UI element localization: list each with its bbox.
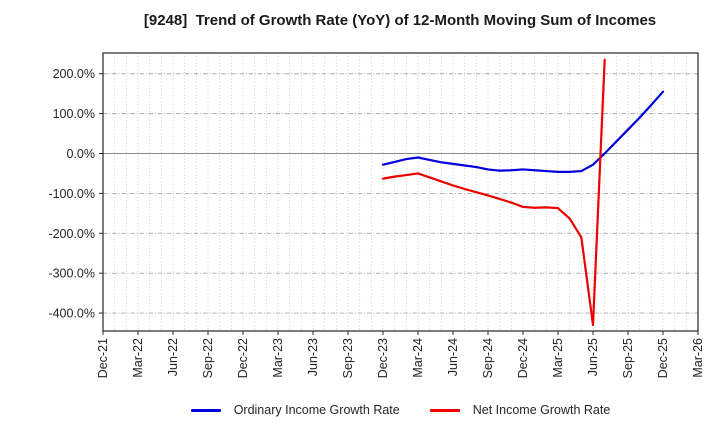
x-tick-label: Dec-23: [376, 338, 390, 378]
y-tick-label: 100.0%: [53, 107, 95, 121]
legend-item-net-income: Net Income Growth Rate: [429, 403, 611, 417]
x-tick-label: Dec-24: [516, 338, 530, 378]
y-tick-label: 0.0%: [67, 147, 96, 161]
ordinary-income-line-swatch-icon: [190, 408, 221, 412]
y-tick-label: -300.0%: [48, 267, 95, 281]
x-tick-label: Mar-23: [271, 338, 285, 378]
x-tick-label: Sep-24: [481, 338, 495, 378]
chart-title: [9248] Trend of Growth Rate (YoY) of 12-…: [143, 12, 657, 29]
x-tick-label: Sep-23: [341, 338, 355, 378]
legend-item-ordinary-income: Ordinary Income Growth Rate: [190, 403, 400, 417]
series-line-ordinary-income: [381, 90, 665, 173]
y-tick-label: -400.0%: [48, 307, 95, 321]
legend-label-ordinary-income: Ordinary Income Growth Rate: [233, 403, 400, 417]
x-tick-label: Mar-22: [131, 338, 145, 378]
y-tick-label: 200.0%: [53, 67, 95, 81]
x-tick-label: Sep-22: [201, 338, 215, 378]
x-tick-label: Mar-25: [551, 338, 565, 378]
chart-legend: Ordinary Income Growth Rate Net Income G…: [103, 403, 698, 417]
legend-label-net-income: Net Income Growth Rate: [472, 403, 611, 417]
x-tick-label: Mar-24: [411, 338, 425, 378]
x-tick-label: Jun-22: [166, 338, 180, 376]
net-income-line-swatch-icon: [429, 408, 460, 412]
y-tick-label: -100.0%: [48, 187, 95, 201]
plot-border: [102, 52, 699, 332]
x-tick-label: Sep-25: [621, 338, 635, 378]
series-line-net-income: [381, 58, 606, 327]
x-tick-label: Jun-25: [586, 338, 600, 376]
x-tick-label: Jun-23: [306, 338, 320, 376]
x-tick-label: Dec-22: [236, 338, 250, 378]
x-tick-label: Mar-26: [691, 338, 705, 378]
x-tick-label: Jun-24: [446, 338, 460, 376]
y-tick-label: -200.0%: [48, 227, 95, 241]
x-tick-label: Dec-21: [96, 338, 110, 378]
x-tick-label: Dec-25: [656, 338, 670, 378]
